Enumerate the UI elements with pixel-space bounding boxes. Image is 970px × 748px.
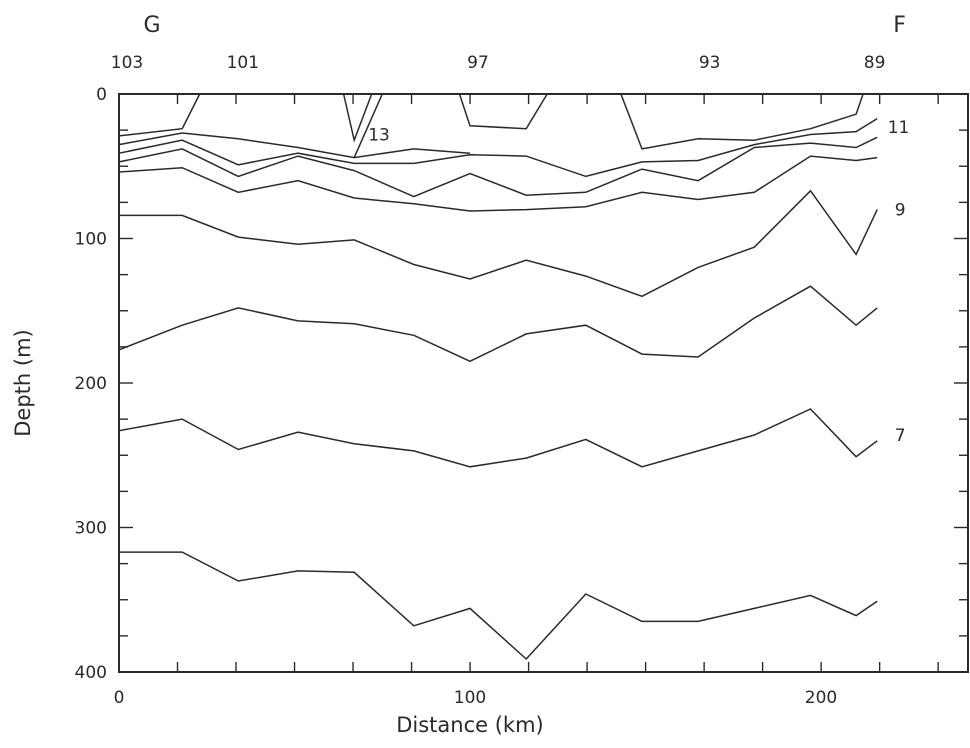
y-tick-label: 400	[75, 663, 107, 683]
station-label: 101	[227, 53, 259, 73]
y-tick-label: 300	[75, 519, 107, 539]
station-label: 97	[467, 53, 489, 73]
section-endpoint-label: F	[893, 13, 906, 38]
isotherm-line	[118, 93, 201, 137]
isotherm-lines	[118, 93, 878, 661]
plot-frame	[118, 93, 969, 673]
x-tick-label: 100	[454, 688, 486, 708]
section-endpoint-label: G	[143, 13, 160, 38]
axis-ticks	[118, 93, 968, 673]
isotherm-line	[118, 117, 878, 178]
isotherm-line	[118, 132, 471, 159]
chart-texts: 0 100 200 0 100 200 300 400 103 101 97 93 89 G F 7 9 11 13	[75, 13, 910, 708]
isotherm-line	[118, 136, 878, 198]
x-axis-title: Distance (km)	[396, 713, 544, 737]
y-tick-label: 0	[96, 85, 107, 105]
station-label: 89	[864, 53, 886, 73]
isotherm-line	[353, 93, 383, 158]
x-tick-label: 0	[114, 688, 125, 708]
isotherm-label: 11	[888, 118, 910, 138]
station-label: 93	[699, 53, 721, 73]
isotherm-line	[118, 285, 878, 363]
x-tick-label: 200	[805, 688, 837, 708]
station-label: 103	[111, 53, 143, 73]
isotherm-label: 7	[895, 426, 906, 446]
isotherm-label: 13	[368, 125, 390, 145]
isotherm-line	[458, 93, 548, 130]
isotherm-line	[119, 189, 878, 298]
isotherm-line	[342, 93, 373, 143]
y-tick-label: 200	[75, 374, 107, 394]
isotherm-label: 9	[895, 201, 906, 221]
isotherm-line	[620, 93, 864, 150]
y-tick-label: 100	[75, 230, 107, 250]
y-axis-title: Depth (m)	[11, 329, 35, 436]
isotherm-line	[118, 408, 878, 468]
isotherm-line	[118, 155, 878, 212]
isotherm-line	[119, 551, 878, 661]
